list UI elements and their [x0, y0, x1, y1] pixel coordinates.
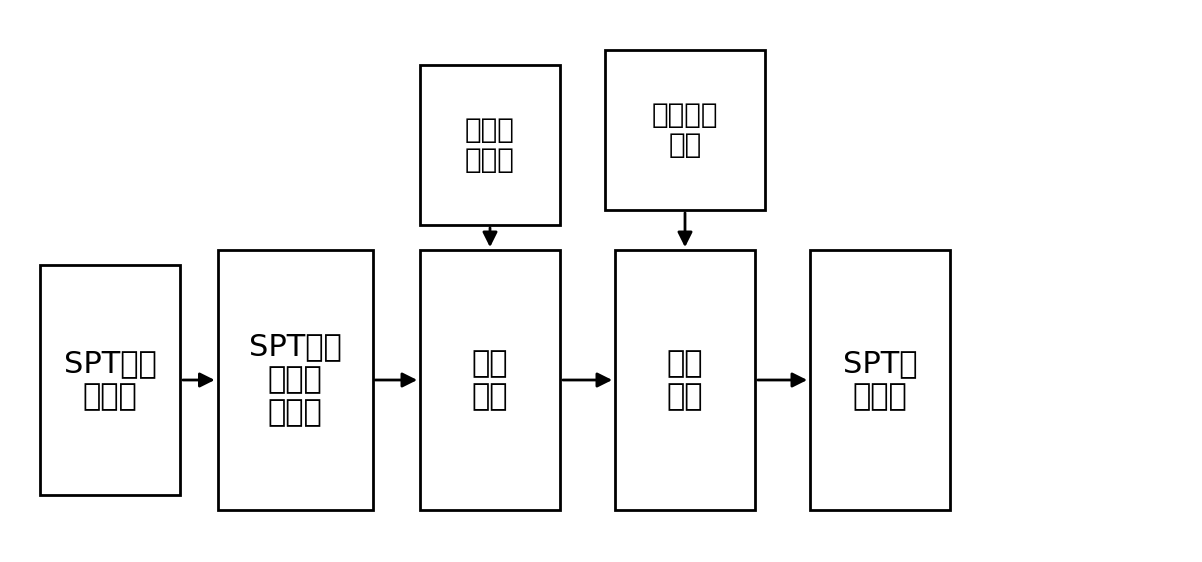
Text: SPT帧结: SPT帧结	[64, 349, 156, 378]
Text: SPT信号: SPT信号	[249, 333, 341, 361]
Bar	[218, 250, 373, 510]
Bar	[419, 250, 560, 510]
Bar	[419, 65, 560, 225]
Text: 波束轮询: 波束轮询	[651, 101, 719, 129]
Text: 图案: 图案	[668, 131, 702, 159]
Text: 调制: 调制	[471, 382, 508, 411]
Text: 跳频: 跳频	[471, 349, 508, 378]
Bar	[605, 50, 764, 210]
Bar	[810, 250, 950, 510]
Text: 频生成: 频生成	[268, 398, 322, 428]
Text: 构设计: 构设计	[83, 382, 137, 411]
Text: SPT信: SPT信	[843, 349, 917, 378]
Text: 选择: 选择	[667, 382, 703, 411]
Text: 窄带扩: 窄带扩	[268, 365, 322, 395]
Text: 案确定: 案确定	[465, 146, 514, 174]
Text: 波束: 波束	[667, 349, 703, 378]
Text: 号播发: 号播发	[852, 382, 908, 411]
Bar	[615, 250, 755, 510]
Bar	[40, 265, 180, 495]
Text: 跳频图: 跳频图	[465, 116, 514, 144]
